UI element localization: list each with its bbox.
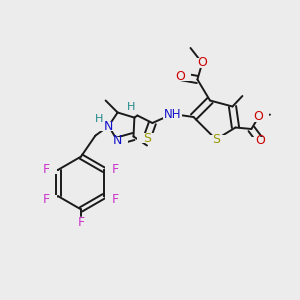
Text: O: O [254, 110, 263, 124]
FancyBboxPatch shape [71, 218, 91, 226]
FancyBboxPatch shape [37, 165, 57, 174]
FancyBboxPatch shape [249, 112, 268, 122]
FancyBboxPatch shape [137, 134, 157, 142]
Text: S: S [143, 131, 151, 145]
Text: F: F [112, 163, 119, 176]
FancyBboxPatch shape [37, 195, 57, 204]
FancyBboxPatch shape [105, 195, 125, 204]
Text: S: S [212, 133, 220, 146]
FancyBboxPatch shape [99, 122, 118, 130]
Text: H: H [95, 114, 103, 124]
FancyBboxPatch shape [250, 136, 270, 146]
Text: NH: NH [164, 107, 181, 121]
FancyBboxPatch shape [89, 115, 109, 124]
Text: F: F [43, 193, 50, 206]
Text: O: O [197, 56, 207, 70]
FancyBboxPatch shape [122, 103, 141, 112]
Text: F: F [43, 163, 50, 176]
FancyBboxPatch shape [164, 110, 181, 118]
Text: N: N [104, 119, 113, 133]
FancyBboxPatch shape [192, 58, 212, 68]
FancyBboxPatch shape [171, 72, 190, 81]
Text: N: N [113, 134, 122, 148]
Text: O: O [176, 70, 185, 83]
FancyBboxPatch shape [105, 165, 125, 174]
Text: H: H [127, 102, 136, 112]
FancyBboxPatch shape [108, 136, 127, 146]
Text: F: F [112, 193, 119, 206]
Text: O: O [256, 134, 265, 148]
Text: F: F [77, 215, 85, 229]
FancyBboxPatch shape [206, 135, 226, 144]
